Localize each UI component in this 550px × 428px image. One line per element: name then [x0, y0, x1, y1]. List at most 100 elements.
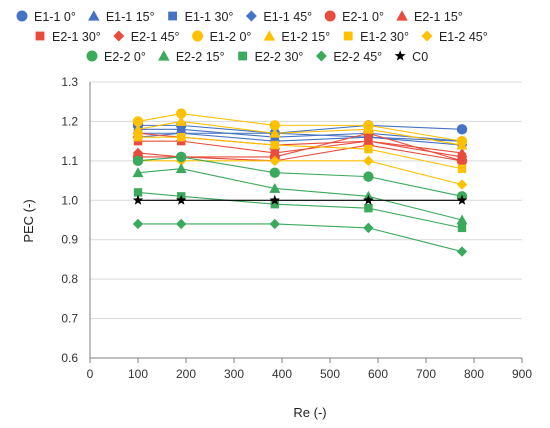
point-e2-1-45deg-0 — [132, 147, 144, 159]
point-e1-2-0deg-2 — [269, 120, 280, 131]
legend-entry-e2-2-45deg: E2-2 45° — [315, 50, 382, 64]
point-e1-2-0deg-1 — [176, 108, 187, 119]
point-e2-2-0deg-3 — [363, 171, 374, 182]
point-e2-2-30deg-0 — [133, 188, 143, 197]
legend-entry-c0: C0 — [394, 50, 428, 64]
legend-entry-e1-1-0deg: E1-1 0° — [16, 10, 76, 24]
series-c0 — [132, 194, 468, 205]
legend-label-e1-2-30deg: E1-2 30° — [360, 30, 409, 44]
point-e1-2-30deg-4 — [457, 164, 467, 173]
y-tick-label-5: 1.1 — [61, 154, 78, 168]
legend-marker-e1-1-15deg — [88, 10, 100, 21]
x-tick-label-8: 800 — [464, 367, 484, 381]
point-e1-2-15deg-1 — [175, 115, 187, 126]
point-e1-2-15deg-2 — [269, 127, 281, 138]
legend-label-e1-2-0deg: E1-2 0° — [210, 30, 252, 44]
point-e1-2-30deg-3 — [364, 144, 373, 154]
x-tick-label-6: 600 — [368, 367, 388, 381]
legend-entry-e2-2-30deg: E2-2 30° — [238, 50, 303, 64]
point-e1-2-45deg-3 — [363, 155, 374, 167]
x-axis-title: Re (-) — [293, 405, 326, 420]
series-line-e2-2-45deg — [138, 223, 463, 253]
y-tick-label-3: 0.9 — [61, 233, 78, 247]
point-e1-2-45deg-4 — [456, 179, 468, 190]
series-e1-2-30deg — [133, 133, 467, 173]
point-e2-2-0deg-0 — [132, 155, 144, 167]
series-line-e1-2-45deg — [138, 160, 463, 186]
y-tick-label-7: 1.3 — [61, 75, 78, 89]
x-tick-label-5: 500 — [320, 367, 340, 381]
legend: E1-1 0° E1-1 15° E1-1 30° E1-1 45° E2-1 0° E2… — [16, 10, 488, 64]
legend-entry-e1-2-15deg: E1-2 15° — [263, 30, 330, 44]
legend-marker-e2-2-0deg — [86, 50, 98, 62]
point-e2-2-45deg-4 — [456, 246, 468, 257]
legend-label-e2-1-0deg: E2-1 0° — [342, 10, 384, 24]
point-e1-2-15deg-0 — [132, 123, 144, 134]
legend-label-e2-2-30deg: E2-2 30° — [255, 50, 304, 64]
y-axis-title: PEC (-) — [21, 199, 36, 242]
y-tick-label-0: 0.6 — [61, 351, 78, 365]
legend-marker-e1-1-45deg — [245, 10, 257, 22]
series-group — [132, 108, 468, 257]
legend-entry-e1-1-45deg: E1-1 45° — [245, 10, 312, 24]
x-tick-label-9: 900 — [512, 367, 532, 381]
series-e2-2-45deg — [132, 218, 468, 257]
point-e2-2-15deg-4 — [456, 214, 468, 225]
legend-entry-e2-1-0deg: E2-1 0° — [324, 10, 384, 24]
legend-label-e1-2-15deg: E1-2 15° — [281, 30, 330, 44]
point-e1-1-0deg-4 — [456, 124, 468, 135]
legend-label-e2-1-30deg: E2-1 30° — [52, 30, 101, 44]
point-c0-1 — [175, 194, 187, 205]
axes — [89, 82, 523, 363]
point-e2-1-30deg-2 — [270, 148, 279, 158]
point-e2-2-0deg-2 — [269, 167, 280, 178]
legend-marker-e2-1-0deg — [324, 10, 336, 22]
legend-marker-e2-1-15deg — [396, 10, 408, 21]
legend-label-e2-2-15deg: E2-2 15° — [176, 50, 225, 64]
x-tick-label-7: 700 — [416, 367, 436, 381]
point-e2-2-45deg-0 — [132, 218, 144, 230]
point-e2-2-15deg-0 — [132, 167, 144, 178]
legend-label-e2-2-0deg: E2-2 0° — [104, 50, 146, 64]
y-tick-label-6: 1.2 — [61, 114, 78, 128]
series-e1-2-15deg — [132, 115, 468, 150]
point-e2-2-30deg-2 — [270, 200, 279, 209]
point-e2-2-45deg-2 — [269, 218, 280, 230]
point-e1-2-30deg-2 — [270, 140, 279, 150]
series-line-e2-2-30deg — [137, 191, 463, 229]
legend-label-e2-2-45deg: E2-2 45° — [333, 50, 382, 64]
legend-marker-e2-2-45deg — [315, 50, 327, 62]
point-c0-3 — [363, 194, 374, 205]
legend-label-e1-1-0deg: E1-1 0° — [34, 10, 76, 24]
legend-marker-e2-1-30deg — [35, 31, 45, 41]
point-e2-2-15deg-2 — [269, 182, 281, 193]
legend-marker-e1-1-30deg — [168, 11, 178, 21]
legend-entry-e2-1-15deg: E2-1 15° — [396, 10, 463, 24]
legend-label-e1-1-30deg: E1-1 30° — [185, 10, 234, 24]
tick-labels: 0 100 200 300 400 500 600 700 800 900 0.6 0.7 0.8 0.9… — [61, 75, 532, 381]
legend-entry-e2-2-15deg: E2-2 15° — [158, 50, 225, 64]
point-e2-2-30deg-4 — [457, 223, 467, 233]
legend-entry-e1-1-30deg: E1-1 30° — [168, 10, 233, 24]
point-e1-2-0deg-0 — [132, 116, 144, 127]
point-e2-2-0deg-1 — [176, 151, 187, 163]
point-e1-2-45deg-2 — [269, 155, 280, 167]
y-tick-label-1: 0.7 — [61, 312, 78, 326]
legend-entry-e2-2-0deg: E2-2 0° — [86, 50, 146, 64]
x-tick-label-2: 200 — [176, 367, 196, 381]
point-e2-1-45deg-4 — [456, 155, 468, 167]
point-e2-2-30deg-3 — [364, 203, 373, 213]
legend-marker-e1-2-0deg — [192, 30, 204, 42]
legend-marker-e1-2-15deg — [263, 30, 276, 41]
series-e2-2-15deg — [132, 163, 468, 225]
point-e1-2-30deg-1 — [177, 133, 186, 142]
x-tick-label-0: 0 — [87, 367, 94, 381]
point-c0-0 — [132, 194, 144, 205]
point-e1-2-30deg-0 — [133, 133, 143, 142]
legend-entry-e1-2-0deg: E1-2 0° — [192, 30, 251, 44]
point-e1-2-15deg-3 — [362, 123, 374, 134]
legend-entry-e2-1-30deg: E2-1 30° — [35, 30, 101, 44]
legend-label-e1-1-15deg: E1-1 15° — [106, 10, 155, 24]
point-e1-2-15deg-4 — [456, 139, 468, 150]
legend-entry-e1-2-30deg: E1-2 30° — [343, 30, 409, 44]
